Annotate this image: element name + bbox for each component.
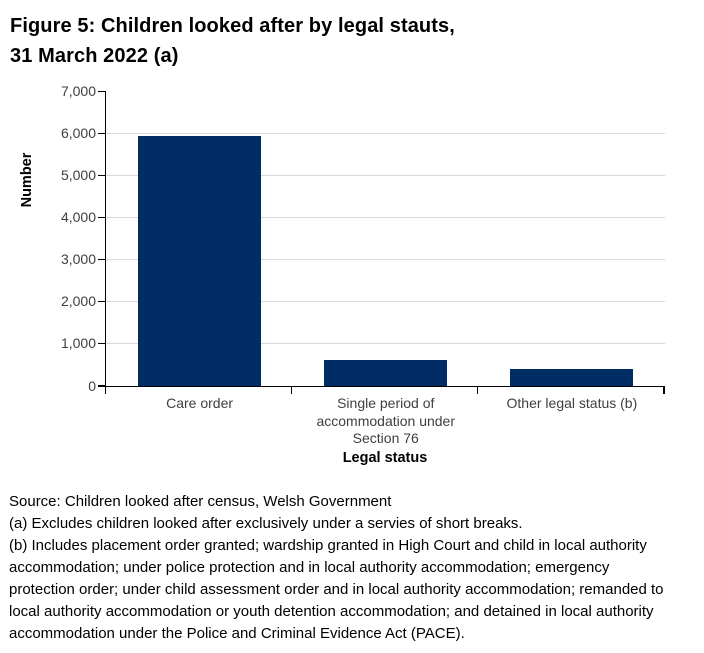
footer-line: (b) Includes placement order granted; wa…	[9, 537, 647, 554]
y-tick-label: 7,000	[60, 83, 96, 99]
y-tick-mark	[98, 300, 106, 303]
y-tick-label: 4,000	[60, 209, 96, 226]
x-tick-mark	[290, 386, 293, 394]
y-tick-label: 2,000	[60, 293, 96, 310]
footer-line: local authority accommodation or youth d…	[9, 603, 654, 620]
x-category-label: Other legal status (b)	[506, 395, 638, 411]
gridline	[106, 174, 665, 176]
gridline	[106, 132, 665, 134]
footer-line: Source: Children looked after census, We…	[9, 493, 392, 510]
x-tick-mark	[104, 386, 106, 394]
x-tick-mark	[663, 386, 665, 394]
x-category-label: Single period of accommodation under Sec…	[316, 395, 456, 446]
gridline	[106, 258, 665, 260]
footer-line: accommodation; under police protection a…	[9, 559, 610, 576]
footer-notes: Source: Children looked after census, We…	[9, 491, 701, 645]
footer-line: protection order; under child assessment…	[9, 581, 664, 598]
x-category-label: Care order	[166, 395, 234, 411]
figure-title-line-2: 31 March 2022 (a)	[10, 45, 179, 67]
y-tick-mark	[98, 90, 106, 92]
chart-bar	[509, 368, 633, 386]
figure-title: Figure 5: Children looked after by legal…	[10, 11, 455, 71]
footer-line: accommodation under the Police and Crimi…	[9, 625, 465, 642]
footer-line: (a) Excludes children looked after exclu…	[9, 515, 523, 532]
y-tick-mark	[98, 216, 106, 219]
figure-title-line-1: Figure 5: Children looked after by legal…	[10, 15, 455, 37]
plot-area	[98, 90, 665, 394]
y-tick-label: 0	[88, 377, 96, 394]
y-tick-label: 5,000	[60, 167, 96, 184]
x-tick-mark	[476, 386, 479, 394]
y-tick-mark	[98, 132, 106, 135]
y-tick-mark	[98, 385, 106, 387]
y-tick-label: 3,000	[60, 251, 96, 268]
y-axis-tick-labels: 7,000 6,000 5,000 4,000 3,000 2,000 1,000 0	[0, 83, 96, 394]
gridline	[106, 342, 665, 344]
y-tick-mark	[98, 342, 106, 345]
gridline	[106, 216, 665, 218]
y-tick-label: 1,000	[60, 335, 96, 352]
y-tick-mark	[98, 258, 106, 261]
y-tick-label: 6,000	[60, 125, 96, 142]
y-tick-mark	[98, 174, 106, 177]
chart-bar	[137, 135, 261, 386]
x-axis-title: Legal status	[342, 450, 428, 466]
chart-bar	[323, 360, 447, 386]
gridline	[106, 300, 665, 302]
